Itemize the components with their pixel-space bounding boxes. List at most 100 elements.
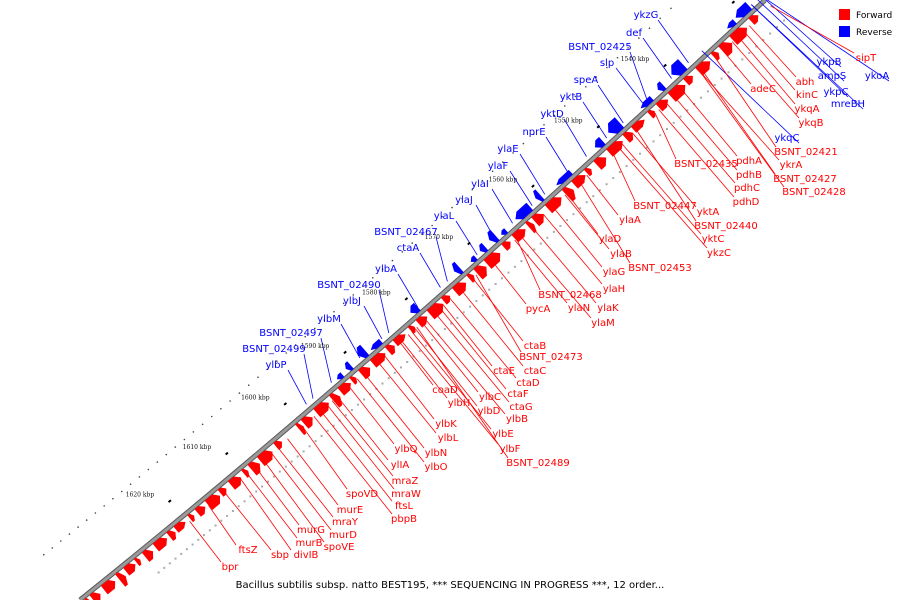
gc-dot (387, 377, 390, 380)
track-dot (229, 400, 231, 402)
reverse-gene-label: slp (600, 58, 614, 69)
forward-gene-label: BSNT_02421 (774, 147, 837, 158)
gc-dot (320, 435, 323, 437)
track-dot (304, 335, 307, 338)
scale-tick-label: 1540 kbp (621, 56, 650, 63)
reverse-leader (615, 67, 644, 105)
reverse-leader (519, 153, 546, 195)
track-dot (333, 310, 335, 313)
gc-dot (226, 514, 229, 517)
gc-dot (639, 152, 641, 155)
gc-dot (632, 158, 635, 161)
track-dot (94, 512, 97, 514)
gc-dot (249, 495, 252, 498)
forward-leader (348, 385, 395, 445)
forward-leader (399, 341, 434, 386)
forward-leader (377, 361, 437, 434)
forward-gene-label: ylbE (492, 429, 513, 440)
gc-dot (552, 230, 555, 233)
backbone-line (79, 0, 767, 600)
track-dot (294, 344, 297, 346)
track-dot (183, 438, 186, 441)
forward-leader (313, 416, 393, 515)
forward-gene-label: ctaC (524, 366, 547, 377)
forward-gene (369, 353, 386, 368)
track-dot (165, 453, 168, 456)
gc-dot (450, 322, 453, 325)
forward-leader (433, 311, 510, 403)
gc-dot (579, 207, 582, 210)
forward-gene (561, 186, 576, 202)
track-dot (431, 224, 433, 227)
forward-gene (187, 513, 195, 523)
track-dot (285, 352, 288, 354)
reverse-gene-label: ylaI (471, 179, 489, 190)
forward-gene (300, 416, 313, 429)
forward-gene (718, 42, 733, 57)
track-dot (323, 319, 326, 321)
track-dot (595, 76, 598, 78)
forward-gene (84, 597, 90, 600)
gc-dot (700, 96, 702, 99)
reverse-gene-label: BSNT_02490 (317, 280, 380, 291)
chromosome-backbone (78, 0, 767, 600)
legend-reverse-swatch (839, 26, 850, 37)
forward-gene-label: bpr (222, 562, 240, 573)
gc-dot (357, 403, 359, 406)
gc-dot (381, 382, 384, 385)
forward-gene-label: murG (297, 525, 325, 536)
forward-leader (356, 378, 425, 463)
track-dot (43, 553, 45, 556)
reverse-gene-label: BSNT_02499 (242, 344, 305, 355)
forward-gene (748, 15, 759, 25)
forward-gene-label: ftsL (395, 501, 413, 512)
forward-gene-label: divIB (294, 550, 319, 561)
reverse-gene (451, 261, 464, 275)
reverse-gene (344, 361, 354, 371)
forward-leader (475, 274, 522, 353)
gc-dot (344, 414, 347, 417)
reverse-gene-label: ykpC (823, 87, 848, 98)
forward-leader (331, 400, 394, 477)
forward-gene (194, 506, 206, 517)
forward-gene (173, 521, 186, 533)
forward-gene (466, 273, 476, 283)
gc-dot (302, 450, 305, 453)
forward-gene-label: ylaG (603, 267, 626, 278)
gc-dot (272, 475, 275, 478)
forward-gene-label: BSNT_02435 (674, 159, 737, 170)
forward-gene-label: pdhC (734, 183, 760, 194)
scale-tick-label: 1570 kbp (425, 234, 454, 241)
legend-forward-swatch (839, 9, 850, 20)
forward-gene-label: abh (796, 77, 815, 88)
gc-dot (720, 77, 723, 80)
forward-gene-label: BSNT_02473 (519, 352, 582, 363)
reverse-gene-label: ylaF (488, 161, 509, 172)
forward-leader (240, 478, 292, 551)
track-dot (77, 526, 79, 528)
gc-dot (652, 140, 655, 143)
reverse-leader (340, 323, 361, 359)
forward-leader (714, 57, 777, 148)
forward-leader (277, 446, 334, 518)
gc-dot (412, 355, 415, 358)
track-dot (266, 368, 269, 371)
gc-dot (469, 305, 472, 308)
forward-leader (564, 194, 610, 250)
scale-tick-label: 1600 kbp (241, 394, 270, 401)
forward-leader (514, 239, 568, 304)
track-dot (372, 277, 374, 279)
forward-gene-label: BSNT_02447 (633, 201, 696, 212)
reverse-gene-label: ylbJ (343, 296, 361, 307)
track-dot (51, 547, 54, 549)
map-caption: Bacillus subtilis subsp. natto BEST195, … (236, 580, 665, 591)
forward-leader (208, 505, 237, 546)
forward-gene (133, 557, 142, 567)
gc-dot (326, 429, 329, 432)
track-dot (616, 56, 619, 59)
track-dot (648, 27, 651, 30)
track-dot (174, 446, 177, 448)
gc-dot (546, 236, 549, 239)
forward-gene-label: ylaB (610, 249, 632, 260)
